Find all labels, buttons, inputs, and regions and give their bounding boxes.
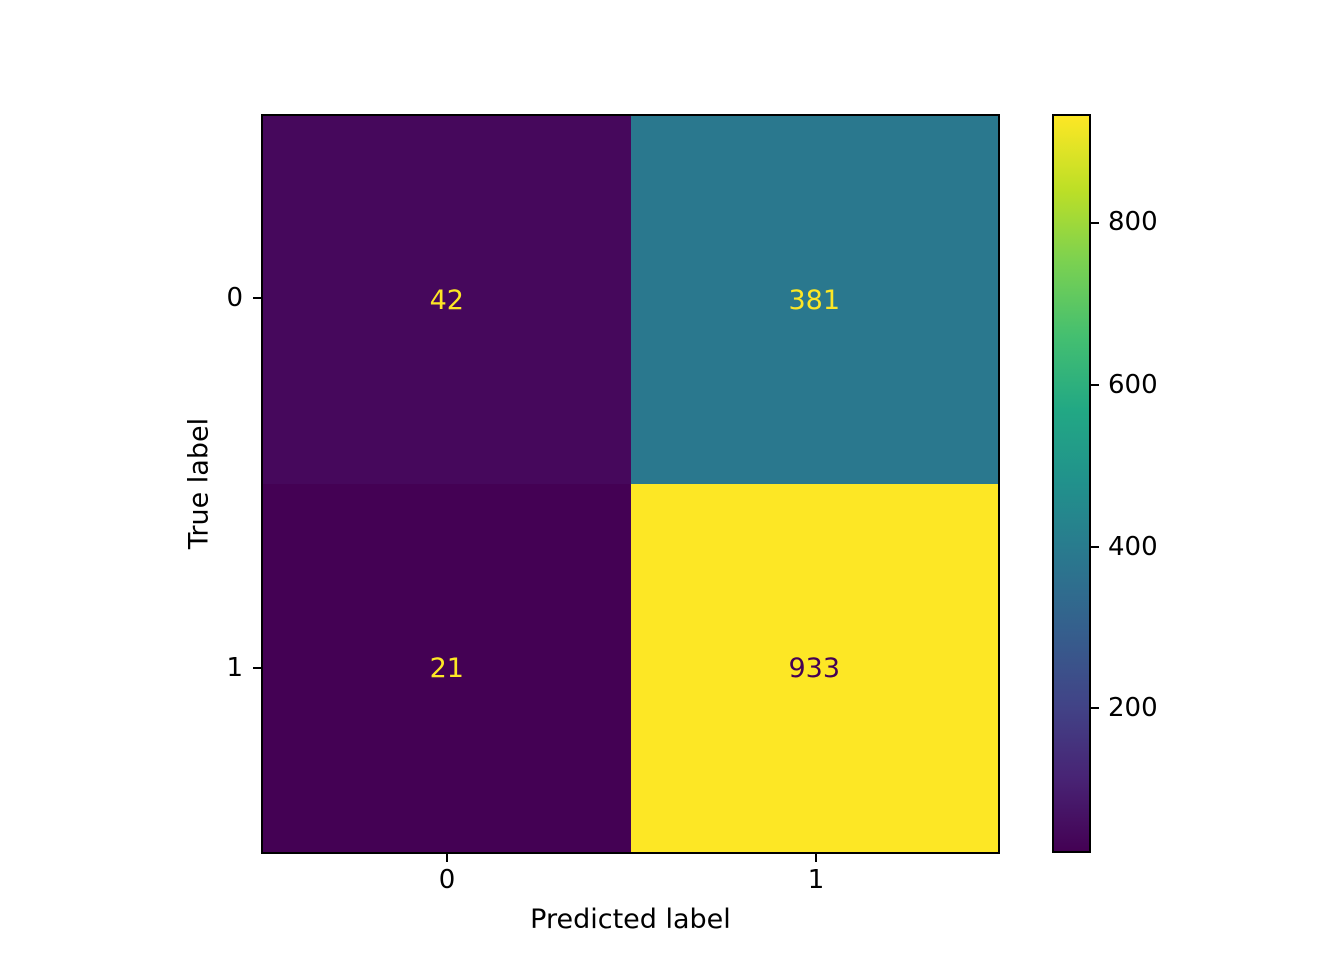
y-tick-label-0: 0 <box>226 283 243 313</box>
x-tick-label-1: 1 <box>807 865 825 895</box>
y-axis-title: True label <box>183 417 215 550</box>
cell-value: 933 <box>788 652 841 684</box>
cell-value: 21 <box>429 652 464 684</box>
colorbar-tick-label-800: 800 <box>1108 207 1158 237</box>
y-tick-label-1: 1 <box>226 653 243 683</box>
y-axis-tick-1 <box>253 667 261 669</box>
colorbar-tick-200 <box>1091 707 1099 709</box>
cell-value: 42 <box>429 284 464 316</box>
y-axis-tick-0 <box>253 297 261 299</box>
matrix-cell-true0-pred0: 42 <box>263 116 631 484</box>
x-axis-tick-0 <box>446 854 448 862</box>
colorbar-tick-label-200: 200 <box>1108 693 1158 723</box>
x-axis-tick-1 <box>815 854 817 862</box>
matrix-cell-true1-pred0: 21 <box>263 484 631 852</box>
matrix-cell-true1-pred1: 933 <box>630 484 998 852</box>
colorbar-tick-600 <box>1091 384 1099 386</box>
colorbar-tick-800 <box>1091 222 1099 224</box>
x-axis-title: Predicted label <box>530 904 731 935</box>
colorbar-tick-label-400: 400 <box>1108 532 1158 562</box>
colorbar-tick-label-600: 600 <box>1108 370 1158 400</box>
colorbar-gradient <box>1052 114 1091 853</box>
heatmap-matrix: 42 381 21 933 <box>261 114 1000 854</box>
matrix-cell-true0-pred1: 381 <box>630 116 998 484</box>
cell-value: 381 <box>788 284 841 316</box>
x-tick-label-0: 0 <box>438 865 456 895</box>
colorbar-tick-400 <box>1091 546 1099 548</box>
